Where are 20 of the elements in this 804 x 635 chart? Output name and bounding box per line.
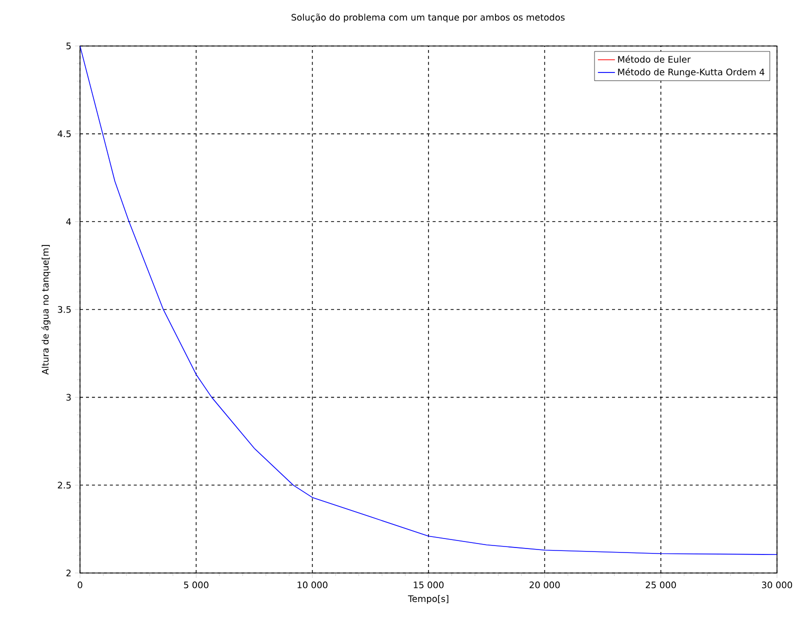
line-series [80, 46, 778, 555]
chart-title: Solução do problema com um tanque por ambos os metodos [292, 14, 565, 22]
x-tick-label: 5 000 [184, 582, 208, 588]
legend-label: Método de Runge-Kutta Ordem 4 [618, 68, 764, 78]
y-axis-title: Altura de água no tanque[m] [41, 245, 50, 375]
x-tick-label: 0 [78, 582, 82, 588]
y-tick-label: 3 [66, 394, 71, 401]
y-tick-label: 2.5 [58, 482, 71, 489]
x-tick-label: 30 000 [762, 582, 792, 588]
x-axis-title: Tempo[s] [408, 595, 448, 604]
y-tick-label: 4 [66, 218, 71, 225]
y-tick-label: 3.5 [58, 306, 71, 313]
y-tick-label: 2 [66, 570, 71, 576]
y-tick-label: 4.5 [58, 130, 71, 138]
x-tick-label: 25 000 [646, 582, 676, 588]
x-tick-label: 15 000 [414, 582, 444, 588]
x-tick-label: 10 000 [298, 582, 328, 588]
x-tick-label: 20 000 [530, 582, 560, 588]
y-tick-label: 5 [66, 42, 71, 50]
legend-label: Método de Euler [618, 55, 691, 63]
